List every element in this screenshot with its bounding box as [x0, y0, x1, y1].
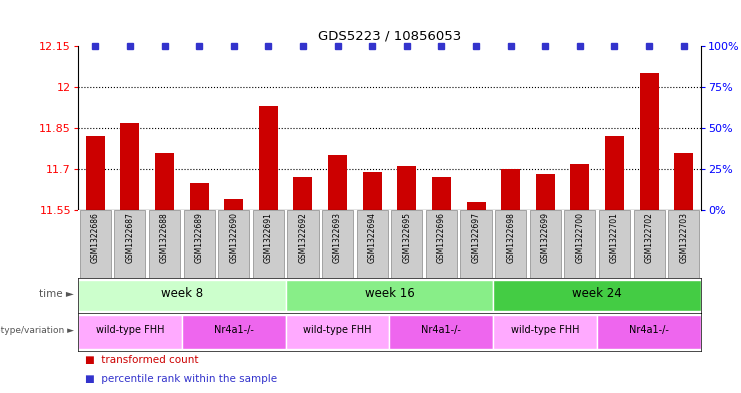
Text: Nr4a1-/-: Nr4a1-/-	[629, 325, 669, 335]
Bar	[460, 210, 491, 278]
Bar	[668, 210, 700, 278]
Text: GSM1322698: GSM1322698	[506, 212, 515, 263]
Bar	[467, 202, 485, 210]
Text: wild-type FHH: wild-type FHH	[96, 325, 165, 335]
Bar	[362, 172, 382, 210]
Bar	[328, 155, 347, 210]
Text: GSM1322697: GSM1322697	[471, 212, 480, 263]
Text: week 8: week 8	[161, 287, 203, 300]
Text: GSM1322693: GSM1322693	[333, 212, 342, 263]
Text: GSM1322688: GSM1322688	[160, 212, 169, 263]
Bar	[599, 210, 630, 278]
Text: GSM1322690: GSM1322690	[229, 212, 239, 263]
Bar	[530, 210, 561, 278]
Bar	[86, 136, 104, 210]
Bar	[322, 210, 353, 278]
Bar	[397, 166, 416, 210]
Text: Nr4a1-/-: Nr4a1-/-	[214, 325, 253, 335]
Bar	[78, 315, 182, 349]
Bar	[495, 210, 526, 278]
Text: GSM1322696: GSM1322696	[437, 212, 446, 263]
Bar	[501, 169, 520, 210]
Bar	[426, 210, 457, 278]
Bar	[184, 210, 215, 278]
Bar	[494, 315, 597, 349]
Bar	[155, 152, 174, 210]
Text: GSM1322692: GSM1322692	[299, 212, 308, 263]
Bar	[259, 106, 278, 210]
Title: GDS5223 / 10856053: GDS5223 / 10856053	[318, 29, 461, 42]
Bar	[674, 152, 694, 210]
Text: GSM1322701: GSM1322701	[610, 212, 619, 263]
Text: GSM1322686: GSM1322686	[91, 212, 100, 263]
Text: GSM1322694: GSM1322694	[368, 212, 376, 263]
Bar	[432, 177, 451, 210]
Bar	[218, 210, 249, 278]
Bar	[286, 315, 390, 349]
Text: GSM1322695: GSM1322695	[402, 212, 411, 263]
Text: Nr4a1-/-: Nr4a1-/-	[422, 325, 462, 335]
Bar	[390, 315, 494, 349]
Bar	[565, 210, 596, 278]
Text: genotype/variation ►: genotype/variation ►	[0, 325, 74, 334]
Bar	[114, 210, 145, 278]
Bar	[571, 163, 589, 210]
Text: GSM1322687: GSM1322687	[125, 212, 134, 263]
Bar	[391, 210, 422, 278]
Text: week 16: week 16	[365, 287, 414, 300]
Bar	[356, 210, 388, 278]
Bar	[634, 210, 665, 278]
Text: wild-type FHH: wild-type FHH	[511, 325, 579, 335]
Bar	[78, 280, 286, 311]
Bar	[286, 280, 494, 311]
Bar	[149, 210, 180, 278]
Text: ■  transformed count: ■ transformed count	[85, 355, 199, 365]
Text: wild-type FHH: wild-type FHH	[303, 325, 372, 335]
Bar	[605, 136, 624, 210]
Text: week 24: week 24	[572, 287, 622, 300]
Text: GSM1322699: GSM1322699	[541, 212, 550, 263]
Text: GSM1322703: GSM1322703	[679, 212, 688, 263]
Bar	[597, 315, 701, 349]
Text: GSM1322689: GSM1322689	[195, 212, 204, 263]
Bar	[494, 280, 701, 311]
Text: GSM1322702: GSM1322702	[645, 212, 654, 263]
Bar	[293, 177, 313, 210]
Bar	[536, 174, 555, 210]
Text: GSM1322700: GSM1322700	[575, 212, 585, 263]
Bar	[639, 73, 659, 210]
Text: time ►: time ►	[39, 289, 74, 299]
Bar	[190, 183, 209, 210]
Bar	[120, 123, 139, 210]
Bar	[253, 210, 284, 278]
Bar	[288, 210, 319, 278]
Bar	[182, 315, 286, 349]
Bar	[225, 199, 243, 210]
Text: ■  percentile rank within the sample: ■ percentile rank within the sample	[85, 374, 278, 384]
Bar	[80, 210, 111, 278]
Text: GSM1322691: GSM1322691	[264, 212, 273, 263]
